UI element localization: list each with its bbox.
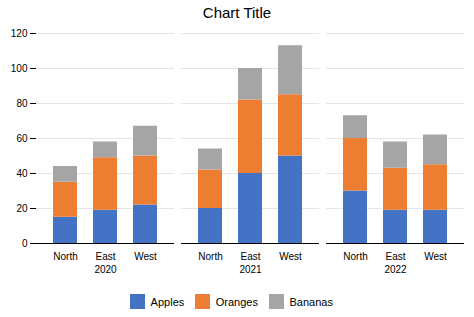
svg-text:East: East — [385, 251, 405, 262]
svg-text:West: West — [279, 251, 302, 262]
svg-text:80: 80 — [16, 98, 28, 109]
svg-text:0: 0 — [22, 238, 28, 249]
svg-text:North: North — [53, 251, 77, 262]
svg-text:East: East — [240, 251, 260, 262]
svg-text:2020: 2020 — [94, 264, 117, 275]
svg-text:60: 60 — [16, 133, 28, 144]
svg-text:North: North — [343, 251, 367, 262]
svg-text:East: East — [95, 251, 115, 262]
html-text:Chart Title: Chart Title — [202, 4, 272, 21]
svg-text:West: West — [134, 251, 157, 262]
html-text:Oranges: Oranges — [215, 295, 258, 308]
svg-text:100: 100 — [11, 63, 28, 74]
html-text:Bananas: Bananas — [289, 295, 333, 308]
svg-text:20: 20 — [16, 203, 28, 214]
svg-text:North: North — [198, 251, 222, 262]
svg-text:2022: 2022 — [384, 264, 407, 275]
svg-text:40: 40 — [16, 168, 28, 179]
svg-text:West: West — [424, 251, 447, 262]
svg-text:2021: 2021 — [239, 264, 262, 275]
html-text:Apples: Apples — [150, 295, 185, 308]
svg-text:120: 120 — [11, 28, 28, 39]
